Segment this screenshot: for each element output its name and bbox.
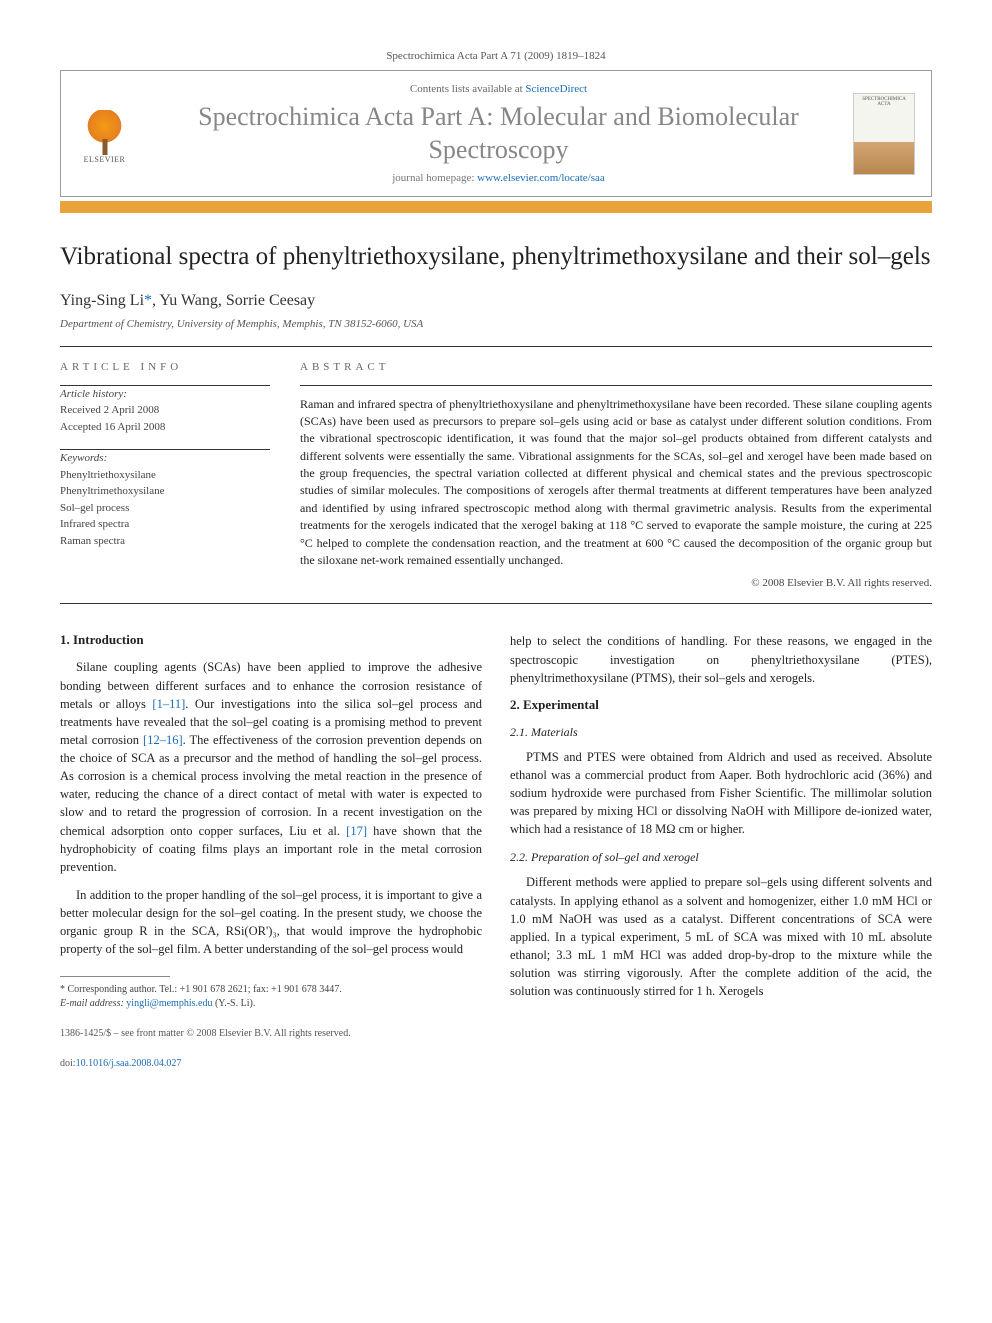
materials-para: PTMS and PTES were obtained from Aldrich… — [510, 748, 932, 839]
corresponding-footnote: * Corresponding author. Tel.: +1 901 678… — [60, 983, 482, 997]
article-title: Vibrational spectra of phenyltriethoxysi… — [60, 241, 932, 274]
abstract-copyright: © 2008 Elsevier B.V. All rights reserved… — [300, 577, 932, 589]
body-columns: 1. Introduction Silane coupling agents (… — [60, 632, 932, 1071]
email-link[interactable]: yingli@memphis.edu — [126, 998, 212, 1009]
journal-name: Spectrochimica Acta Part A: Molecular an… — [144, 101, 853, 166]
section-heading-experimental: 2. Experimental — [510, 697, 932, 713]
divider — [300, 385, 932, 386]
section-heading-intro: 1. Introduction — [60, 632, 482, 648]
right-column: help to select the conditions of handlin… — [510, 632, 932, 1071]
email-label: E-mail address: — [60, 998, 126, 1009]
article-info-column: ARTICLE INFO Article history: Received 2… — [60, 361, 270, 590]
journal-header: ELSEVIER Contents lists available at Sci… — [60, 70, 932, 197]
elsevier-logo: ELSEVIER — [77, 104, 132, 164]
author-sep: , — [218, 292, 226, 309]
corresponding-marker: * — [144, 292, 152, 309]
history-label: Article history: — [60, 386, 270, 403]
article-info-label: ARTICLE INFO — [60, 361, 270, 373]
keyword: Phenyltrimethoxysilane — [60, 483, 270, 500]
author-3: Sorrie Ceesay — [226, 292, 315, 309]
affiliation: Department of Chemistry, University of M… — [60, 318, 932, 330]
para-text: . The effectiveness of the corrosion pre… — [60, 733, 482, 838]
abstract-text: Raman and infrared spectra of phenyltrie… — [300, 396, 932, 570]
doi-label: doi: — [60, 1058, 76, 1069]
elsevier-tree-icon — [82, 110, 127, 155]
keyword: Infrared spectra — [60, 516, 270, 533]
accent-bar — [60, 201, 932, 213]
doi-link[interactable]: 10.1016/j.saa.2008.04.027 — [76, 1058, 182, 1069]
author-2: Yu Wang — [159, 292, 217, 309]
authors-line: Ying-Sing Li*, Yu Wang, Sorrie Ceesay — [60, 292, 932, 310]
abstract-label: ABSTRACT — [300, 361, 932, 373]
intro-para-2: In addition to the proper handling of th… — [60, 886, 482, 959]
continuation-para: help to select the conditions of handlin… — [510, 632, 932, 686]
accepted-date: Accepted 16 April 2008 — [60, 419, 270, 436]
divider — [60, 603, 932, 604]
sciencedirect-link[interactable]: ScienceDirect — [525, 83, 587, 95]
email-footnote: E-mail address: yingli@memphis.edu (Y.-S… — [60, 997, 482, 1011]
citation-link[interactable]: [17] — [346, 824, 367, 838]
homepage-line: journal homepage: www.elsevier.com/locat… — [144, 172, 853, 184]
journal-cover-thumbnail: SPECTROCHIMICA ACTA — [853, 93, 915, 175]
left-column: 1. Introduction Silane coupling agents (… — [60, 632, 482, 1071]
footnote-separator — [60, 976, 170, 977]
preparation-para: Different methods were applied to prepar… — [510, 873, 932, 1000]
keyword: Phenyltriethoxysilane — [60, 467, 270, 484]
citation-link[interactable]: [1–11] — [152, 697, 185, 711]
publisher-label: ELSEVIER — [84, 155, 126, 164]
keywords-label: Keywords: — [60, 450, 270, 467]
doi-line: doi:10.1016/j.saa.2008.04.027 — [60, 1057, 482, 1071]
citation-link[interactable]: [12–16] — [143, 733, 183, 747]
citation-line: Spectrochimica Acta Part A 71 (2009) 181… — [60, 50, 932, 62]
subsection-preparation: 2.2. Preparation of sol–gel and xerogel — [510, 850, 932, 865]
contents-line: Contents lists available at ScienceDirec… — [144, 83, 853, 95]
cover-text: SPECTROCHIMICA ACTA — [862, 97, 906, 107]
homepage-prefix: journal homepage: — [392, 172, 477, 184]
email-suffix: (Y.-S. Li). — [212, 998, 255, 1009]
contents-prefix: Contents lists available at — [410, 83, 525, 95]
subsection-materials: 2.1. Materials — [510, 725, 932, 740]
issn-line: 1386-1425/$ – see front matter © 2008 El… — [60, 1027, 482, 1041]
keyword: Raman spectra — [60, 533, 270, 550]
author-1: Ying-Sing Li — [60, 292, 144, 309]
intro-para-1: Silane coupling agents (SCAs) have been … — [60, 658, 482, 876]
received-date: Received 2 April 2008 — [60, 402, 270, 419]
keyword: Sol–gel process — [60, 500, 270, 517]
abstract-column: ABSTRACT Raman and infrared spectra of p… — [300, 361, 932, 590]
homepage-link[interactable]: www.elsevier.com/locate/saa — [477, 172, 605, 184]
